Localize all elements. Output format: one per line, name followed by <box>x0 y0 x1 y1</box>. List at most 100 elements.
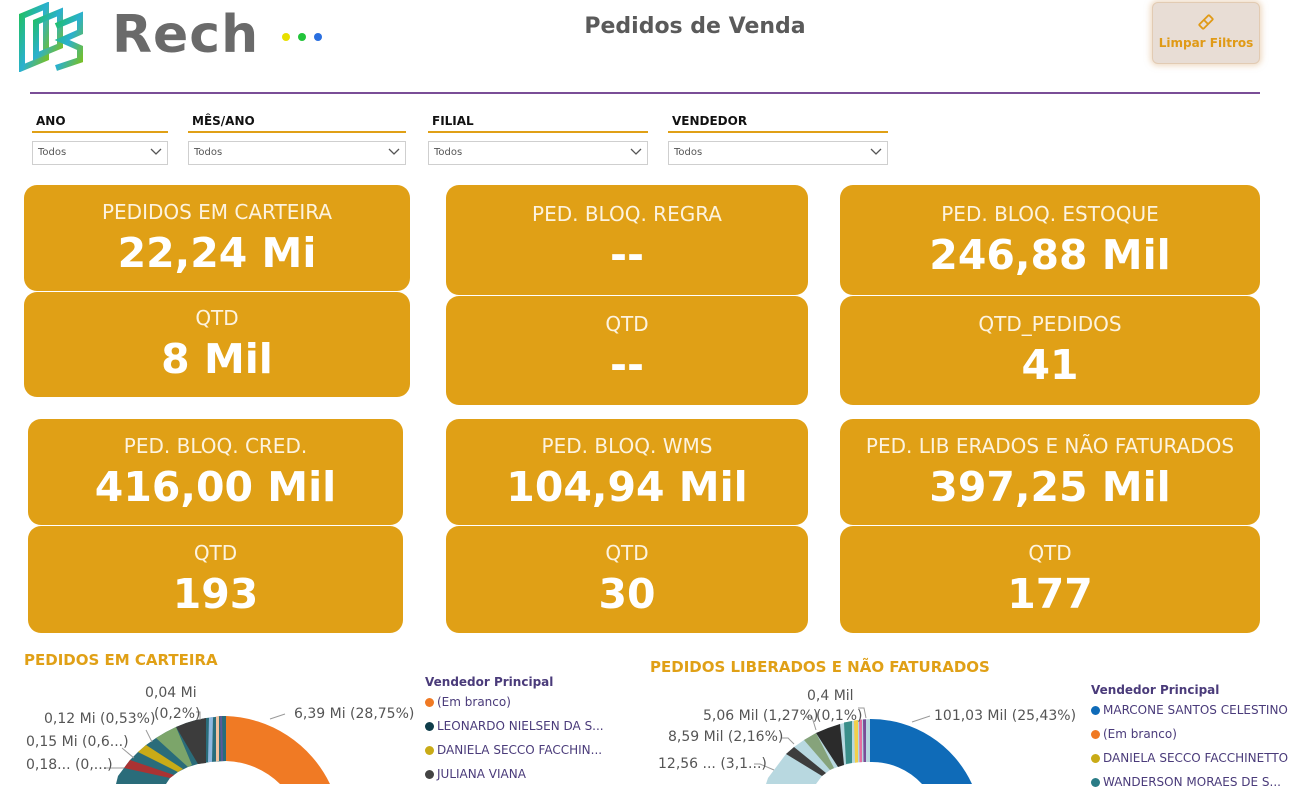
leader-line <box>806 716 817 731</box>
data-label: 0,15 Mi (0,6...) <box>26 734 129 750</box>
donut-slice-em-branco <box>226 716 330 784</box>
data-label: 6,39 Mi (28,75%) <box>294 706 415 722</box>
card-value: 246,88 Mil <box>929 231 1171 279</box>
logo-dot-blue <box>314 33 322 41</box>
card-ped-bloq-estoque-qtd: QTD_PEDIDOS 41 <box>840 296 1260 405</box>
card-pedidos-liberados-qtd: QTD 177 <box>840 526 1260 633</box>
leader-line <box>858 707 867 719</box>
card-value: 41 <box>1021 341 1079 389</box>
slicer-dropdown-ano[interactable]: Todos <box>32 141 168 165</box>
slicer-vendedor: VENDEDOR Todos <box>668 114 888 165</box>
card-label: QTD <box>1028 541 1072 565</box>
donut-chart-carteira[interactable] <box>0 676 420 784</box>
card-ped-bloq-estoque: PED. BLOQ. ESTOQUE 246,88 Mil <box>840 185 1260 295</box>
legend-item[interactable]: DANIELA SECCO FACCHINETTO <box>1091 751 1288 765</box>
donut-slice-small <box>859 719 862 763</box>
header-divider <box>30 92 1260 94</box>
card-label: QTD_PEDIDOS <box>978 312 1122 336</box>
legend-item[interactable]: (Em branco) <box>425 695 511 709</box>
data-label: 0,18... (0,...) <box>26 757 113 773</box>
card-value: 177 <box>1007 570 1093 618</box>
rech-logo-mark <box>19 2 83 72</box>
slicer-ano: ANO Todos <box>32 114 168 165</box>
card-label: PED. LIB ERADOS E NÃO FATURADOS <box>865 434 1235 458</box>
legend-swatch <box>1091 730 1100 739</box>
legend-label: (Em branco) <box>1103 727 1177 741</box>
card-value: 8 Mil <box>161 335 273 383</box>
legend-item[interactable]: WANDERSON MORAES DE S... <box>1091 775 1281 789</box>
donut-slice-small <box>216 716 219 762</box>
logo-text: Rech <box>112 5 260 65</box>
card-ped-bloq-wms: PED. BLOQ. WMS 104,94 Mil <box>446 419 808 525</box>
donut-chart-liberados[interactable] <box>640 676 1080 784</box>
chart-title-carteira: PEDIDOS EM CARTEIRA <box>24 651 218 669</box>
donut-slice-small <box>208 717 213 762</box>
chevron-down-icon <box>150 148 162 155</box>
slicer-dropdown-filial[interactable]: Todos <box>428 141 648 165</box>
donut-slice-small <box>786 747 826 776</box>
data-label: 12,56 ... (3,1...) <box>658 756 767 772</box>
card-pedidos-liberados: PED. LIB ERADOS E NÃO FATURADOS 397,25 M… <box>840 419 1260 525</box>
donut-slice-small <box>156 727 192 767</box>
card-label: QTD <box>605 541 649 565</box>
donut-slice-marcone <box>870 718 972 784</box>
slicer-dropdown-vendedor[interactable]: Todos <box>668 141 888 165</box>
data-label: 0,4 Mil <box>807 688 854 704</box>
donut-slice-small <box>804 733 834 770</box>
chart-title-liberados: PEDIDOS LIBERADOS E NÃO FATURADOS <box>650 658 990 676</box>
donut-slice-small <box>124 760 174 778</box>
card-value: 104,94 Mil <box>506 463 748 511</box>
slicer-value: Todos <box>434 147 463 158</box>
logo-dot-green <box>298 33 306 41</box>
slicer-value: Todos <box>674 147 703 158</box>
legend-label: (Em branco) <box>437 695 511 709</box>
card-value: -- <box>609 231 645 279</box>
card-value: 193 <box>172 570 259 618</box>
slicer-dropdown-mes-ano[interactable]: Todos <box>188 141 406 165</box>
donut-slice-small <box>138 745 183 772</box>
legend-swatch <box>1091 778 1100 787</box>
leader-line <box>145 729 153 743</box>
donut-slice-small <box>176 718 206 764</box>
clear-filters-button[interactable]: Limpar Filtros <box>1152 2 1260 64</box>
card-label: PED. BLOQ. CRED. <box>123 434 308 458</box>
legend-item[interactable]: (Em branco) <box>1091 727 1177 741</box>
donut-slice-small <box>816 724 844 767</box>
donut-slice-small <box>220 716 223 761</box>
slicer-filial: FILIAL Todos <box>428 114 648 165</box>
legend-item[interactable]: LEONARDO NIELSEN DA S... <box>425 719 604 733</box>
card-label: QTD <box>605 312 649 336</box>
slicer-label: MÊS/ANO <box>188 114 406 133</box>
slicer-mes-ano: MÊS/ANO Todos <box>188 114 406 165</box>
card-value: 416,00 Mil <box>94 463 337 511</box>
card-value: 22,24 Mi <box>117 229 317 277</box>
legend-item[interactable]: DANIELA SECCO FACCHIN... <box>425 743 602 757</box>
card-value: -- <box>609 341 645 389</box>
leader-line <box>196 711 201 720</box>
legend-label: LEONARDO NIELSEN DA S... <box>437 719 604 733</box>
legend-swatch <box>425 770 434 779</box>
data-label: 8,59 Mil (2,16%) <box>668 729 784 745</box>
legend-swatch <box>425 698 434 707</box>
card-ped-bloq-cred: PED. BLOQ. CRED. 416,00 Mil <box>28 419 403 525</box>
leader-line <box>121 747 135 759</box>
legend-swatch <box>1091 706 1100 715</box>
card-value: 30 <box>598 570 656 618</box>
card-label: PED. BLOQ. WMS <box>541 434 713 458</box>
data-label: (0,2%) <box>154 706 201 722</box>
legend-title: Vendedor Principal <box>1091 683 1220 697</box>
card-ped-bloq-regra: PED. BLOQ. REGRA -- <box>446 185 808 295</box>
card-pedidos-em-carteira: PEDIDOS EM CARTEIRA 22,24 Mi <box>24 185 410 291</box>
legend-item[interactable]: MARCONE SANTOS CELESTINO <box>1091 703 1288 717</box>
chevron-down-icon <box>388 148 400 155</box>
legend-swatch <box>425 722 434 731</box>
legend-item[interactable]: JULIANA VIANA <box>425 767 526 781</box>
legend-label: DANIELA SECCO FACCHINETTO <box>1103 751 1289 765</box>
data-label: (0,1%) <box>816 708 863 724</box>
slicer-value: Todos <box>38 147 67 158</box>
donut-slice-small <box>844 721 852 764</box>
legend-label: WANDERSON MORAES DE S... <box>1103 775 1281 789</box>
card-label: QTD <box>195 306 239 330</box>
logo-dot-yellow <box>282 33 290 41</box>
eraser-icon <box>1198 14 1214 30</box>
